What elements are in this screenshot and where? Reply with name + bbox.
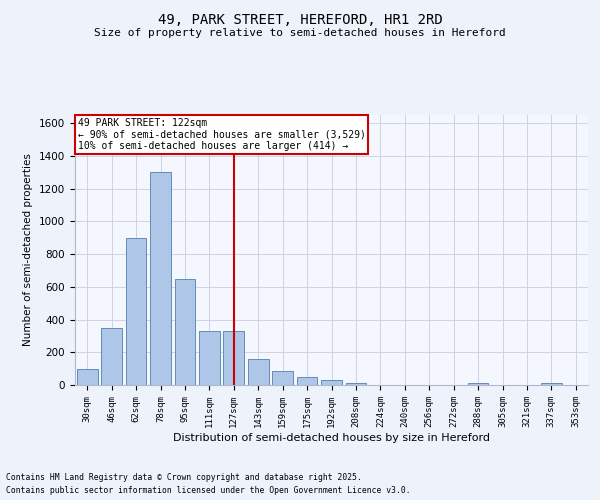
- Bar: [199, 331, 220, 385]
- Bar: [248, 359, 269, 385]
- Bar: [296, 377, 317, 385]
- Text: 49, PARK STREET, HEREFORD, HR1 2RD: 49, PARK STREET, HEREFORD, HR1 2RD: [158, 12, 442, 26]
- Bar: [175, 278, 196, 385]
- X-axis label: Distribution of semi-detached houses by size in Hereford: Distribution of semi-detached houses by …: [173, 432, 490, 442]
- Bar: [101, 328, 122, 385]
- Text: Contains public sector information licensed under the Open Government Licence v3: Contains public sector information licen…: [6, 486, 410, 495]
- Bar: [223, 331, 244, 385]
- Bar: [77, 368, 98, 385]
- Bar: [541, 384, 562, 385]
- Text: Contains HM Land Registry data © Crown copyright and database right 2025.: Contains HM Land Registry data © Crown c…: [6, 474, 362, 482]
- Text: 49 PARK STREET: 122sqm
← 90% of semi-detached houses are smaller (3,529)
10% of : 49 PARK STREET: 122sqm ← 90% of semi-det…: [77, 118, 365, 151]
- Y-axis label: Number of semi-detached properties: Number of semi-detached properties: [23, 154, 34, 346]
- Bar: [321, 380, 342, 385]
- Bar: [346, 384, 367, 385]
- Bar: [150, 172, 171, 385]
- Bar: [467, 384, 488, 385]
- Text: Size of property relative to semi-detached houses in Hereford: Size of property relative to semi-detach…: [94, 28, 506, 38]
- Bar: [125, 238, 146, 385]
- Bar: [272, 371, 293, 385]
